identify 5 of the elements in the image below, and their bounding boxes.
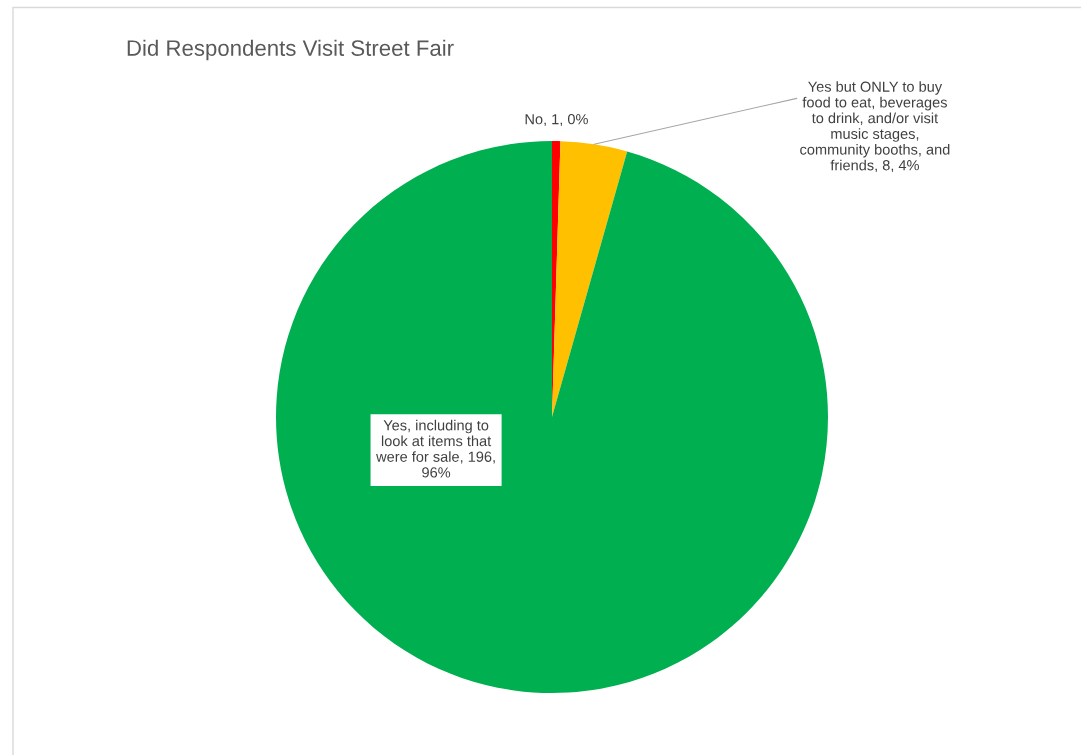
chart-title: Did Respondents Visit Street Fair xyxy=(127,39,454,61)
slice-label: No, 1, 0% xyxy=(525,114,588,127)
slice-label: Yes but ONLY to buy food to eat, beverages to drink, and/or visit music stages, community booths, and friends, 8, 4% xyxy=(800,81,950,173)
slice-label: Yes, including to look at items that were for sale, 196, 96% xyxy=(376,419,495,478)
pie-slice xyxy=(552,141,628,417)
